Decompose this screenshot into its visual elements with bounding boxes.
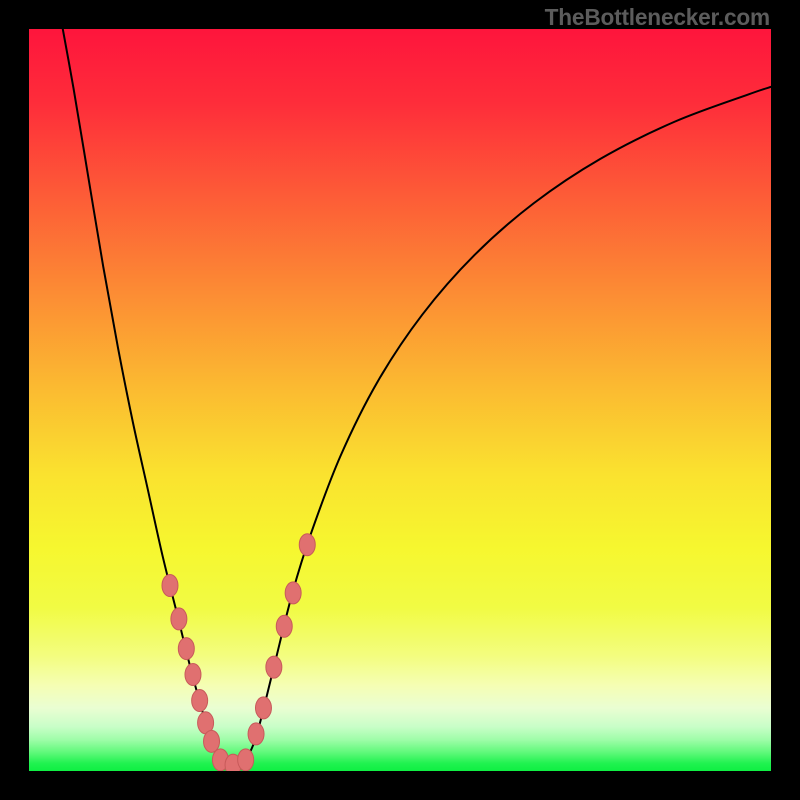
data-marker: [185, 664, 201, 686]
chart-background: [29, 29, 771, 771]
data-marker: [192, 690, 208, 712]
bottleneck-curve-chart: [29, 29, 771, 771]
data-marker: [276, 615, 292, 637]
data-marker: [178, 638, 194, 660]
watermark-label: TheBottlenecker.com: [545, 4, 770, 31]
data-marker: [266, 656, 282, 678]
data-marker: [248, 723, 264, 745]
data-marker: [255, 697, 271, 719]
data-marker: [238, 749, 254, 771]
data-marker: [162, 575, 178, 597]
data-marker: [285, 582, 301, 604]
data-marker: [171, 608, 187, 630]
chart-frame: TheBottlenecker.com: [0, 0, 800, 800]
data-marker: [299, 534, 315, 556]
data-marker: [204, 730, 220, 752]
